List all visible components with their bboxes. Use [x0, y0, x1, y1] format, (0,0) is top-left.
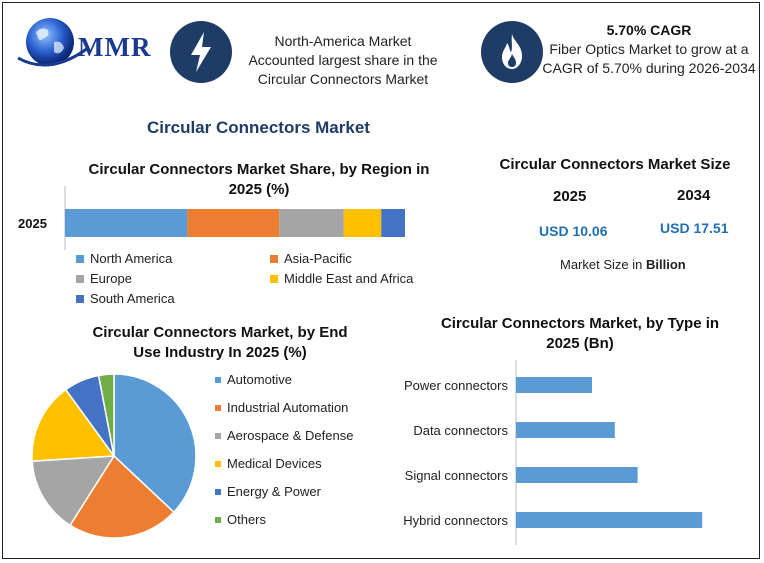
cagr-title: 5.70% CAGR [606, 22, 692, 38]
legend-swatch [215, 404, 221, 411]
region-highlight-line: North-America Market [274, 33, 412, 49]
market-value-2025: USD 10.06 [539, 223, 608, 239]
legend-swatch [215, 432, 221, 439]
type-bar [516, 422, 615, 438]
market-size-note-text: Market Size in [560, 257, 646, 272]
type-category-label: Power connectors [404, 378, 509, 393]
region-highlight-line: Accounted largest share in the [248, 52, 438, 68]
market-value-2034: USD 17.51 [660, 220, 729, 236]
region-bar-segment [343, 209, 382, 237]
legend-label: South America [90, 291, 175, 306]
legend-label: Automotive [227, 372, 293, 387]
type-bar [516, 467, 638, 483]
market-size-title: Circular Connectors Market Size [499, 156, 731, 173]
region-legend-item: Europe [76, 271, 132, 286]
legend-label: Medical Devices [227, 456, 322, 471]
end-use-legend-item: Automotive [215, 372, 292, 387]
region-highlight-line: Circular Connectors Market [257, 71, 429, 87]
type-chart-title: Circular Connectors Market, by Type in 2… [420, 314, 740, 354]
region-bar-segment [381, 209, 405, 237]
legend-swatch [215, 460, 221, 467]
region-legend-item: North America [76, 251, 172, 266]
type-category-label: Hybrid connectors [403, 513, 508, 528]
region-chart-title: Circular Connectors Market Share, by Reg… [70, 160, 448, 200]
legend-swatch [76, 294, 84, 303]
type-category-label: Signal connectors [405, 468, 509, 483]
year-2025: 2025 [553, 188, 587, 205]
pie-slice [69, 454, 175, 539]
pie-slice [97, 373, 115, 457]
legend-swatch [215, 488, 221, 495]
legend-label: Industrial Automation [227, 400, 349, 415]
type-chart-title-line: Circular Connectors Market, by Type in [440, 315, 720, 332]
end-use-pie-chart [31, 373, 197, 539]
cagr-line: Fiber Optics Market to grow at a [549, 41, 749, 57]
legend-label: Others [227, 512, 267, 527]
legend-swatch [76, 274, 84, 283]
type-chart-title-line: 2025 (Bn) [546, 335, 614, 352]
lightning-icon [170, 21, 232, 83]
region-stacked-bar-chart: 2025 [18, 186, 405, 250]
pie-slice [113, 373, 197, 514]
legend-swatch [270, 254, 278, 263]
region-highlight: North-America Market Accounted largest s… [236, 32, 450, 89]
cagr-line: CAGR of 5.70% during 2026-2034 [542, 60, 756, 76]
end-use-chart-title-line: Circular Connectors Market, by End [92, 324, 348, 341]
region-chart-title-line: 2025 (%) [228, 181, 290, 198]
market-size-note: Market Size in Billion [560, 257, 686, 272]
legend-label: Energy & Power [227, 484, 321, 499]
end-use-legend-item: Aerospace & Defense [215, 428, 353, 443]
legend-swatch [215, 376, 221, 383]
legend-swatch [270, 274, 278, 283]
type-bar [516, 377, 592, 393]
pie-slice [31, 455, 116, 527]
region-legend-item: Middle East and Africa [270, 271, 413, 286]
region-legend-item: Asia-Pacific [270, 251, 352, 266]
legend-label: Asia-Pacific [284, 251, 352, 266]
end-use-legend-item: Energy & Power [215, 484, 321, 499]
mmr-logo [14, 12, 154, 82]
legend-swatch [215, 516, 221, 523]
logo-text: MMR [78, 32, 152, 62]
region-category-label: 2025 [18, 216, 47, 231]
region-bar-segment [187, 209, 280, 237]
type-category-label: Data connectors [413, 423, 508, 438]
market-size-note-unit: Billion [645, 257, 686, 272]
legend-label: North America [90, 251, 173, 266]
end-use-chart-title-line: Use Industry In 2025 (%) [133, 344, 307, 361]
legend-label: Aerospace & Defense [227, 428, 354, 443]
legend-swatch [76, 254, 84, 263]
legend-label: Europe [90, 271, 132, 286]
end-use-legend-item: Industrial Automation [215, 400, 348, 415]
region-legend-item: South America [76, 291, 175, 306]
year-2034: 2034 [677, 187, 711, 204]
end-use-legend-item: Medical Devices [215, 456, 322, 471]
type-bar-chart: Power connectors Data connectors Signal co… [403, 360, 703, 545]
region-bar-segment [65, 209, 188, 237]
region-bar-segment [279, 209, 344, 237]
pie-slice [31, 388, 116, 462]
flame-icon [481, 21, 543, 83]
legend-label: Middle East and Africa [284, 271, 414, 286]
main-title: Circular Connectors Market [147, 118, 370, 137]
type-bar [516, 512, 703, 528]
end-use-legend-item: Others [215, 512, 266, 527]
cagr-highlight: 5.70% CAGR Fiber Optics Market to grow a… [542, 21, 756, 78]
globe-icon [17, 18, 89, 67]
end-use-chart-title: Circular Connectors Market, by End Use I… [70, 323, 370, 363]
region-chart-title-line: Circular Connectors Market Share, by Reg… [88, 161, 430, 178]
